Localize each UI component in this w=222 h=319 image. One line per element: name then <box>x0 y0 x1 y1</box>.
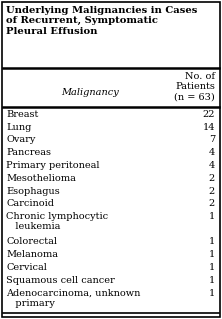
Text: 2: 2 <box>209 187 215 196</box>
Text: Breast: Breast <box>6 110 38 119</box>
Text: Carcinoid: Carcinoid <box>6 199 54 208</box>
Text: 22: 22 <box>202 110 215 119</box>
Text: 1: 1 <box>209 276 215 285</box>
Text: 2: 2 <box>209 174 215 183</box>
Text: Squamous cell cancer: Squamous cell cancer <box>6 276 115 285</box>
Text: Cervical: Cervical <box>6 263 47 272</box>
Text: 4: 4 <box>209 148 215 157</box>
Text: Underlying Malignancies in Cases
of Recurrent, Symptomatic
Pleural Effusion: Underlying Malignancies in Cases of Recu… <box>6 6 197 36</box>
Text: Chronic lymphocytic
   leukemia: Chronic lymphocytic leukemia <box>6 212 108 231</box>
Text: Malignancy: Malignancy <box>61 88 119 97</box>
Text: No. of
Patients
(n = 63): No. of Patients (n = 63) <box>174 72 215 102</box>
Text: Lung: Lung <box>6 123 31 132</box>
Text: Mesothelioma: Mesothelioma <box>6 174 76 183</box>
Text: 7: 7 <box>209 136 215 145</box>
Text: 1: 1 <box>209 238 215 247</box>
Text: 1: 1 <box>209 250 215 259</box>
Text: Colorectal: Colorectal <box>6 238 57 247</box>
Text: Ovary: Ovary <box>6 136 35 145</box>
Text: Primary peritoneal: Primary peritoneal <box>6 161 99 170</box>
Text: 4: 4 <box>209 161 215 170</box>
Text: Melanoma: Melanoma <box>6 250 58 259</box>
Text: 14: 14 <box>202 123 215 132</box>
Text: 1: 1 <box>209 288 215 298</box>
Text: Adenocarcinoma, unknown
   primary: Adenocarcinoma, unknown primary <box>6 288 140 308</box>
Text: 1: 1 <box>209 263 215 272</box>
Text: Pancreas: Pancreas <box>6 148 51 157</box>
Text: 2: 2 <box>209 199 215 208</box>
Text: Esophagus: Esophagus <box>6 187 60 196</box>
Text: 1: 1 <box>209 212 215 221</box>
